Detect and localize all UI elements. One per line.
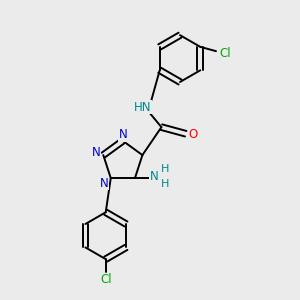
Text: HN: HN: [134, 100, 152, 114]
Text: N: N: [100, 177, 109, 190]
Text: N: N: [92, 146, 100, 159]
Text: N: N: [119, 128, 128, 141]
Text: H: H: [161, 164, 169, 174]
Text: O: O: [188, 128, 197, 141]
Text: Cl: Cl: [100, 273, 112, 286]
Text: N: N: [150, 170, 159, 183]
Text: H: H: [161, 179, 169, 189]
Text: Cl: Cl: [219, 47, 231, 60]
